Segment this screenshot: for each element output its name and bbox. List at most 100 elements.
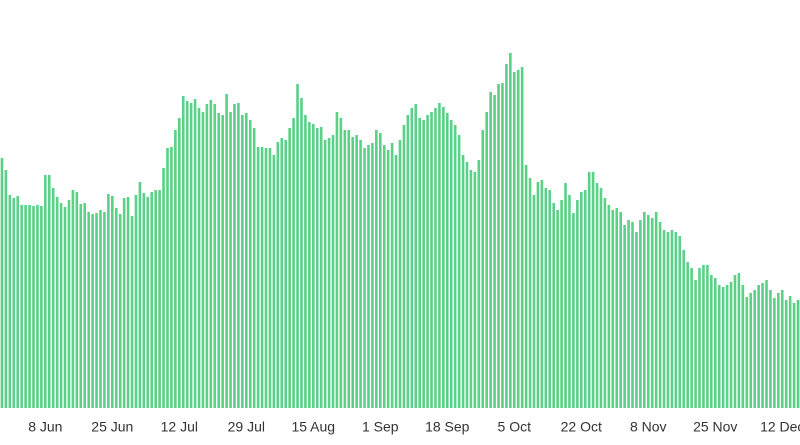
bar: [749, 293, 753, 408]
bar: [193, 99, 197, 408]
bar: [615, 208, 619, 408]
bar: [394, 155, 398, 408]
bar: [540, 180, 544, 408]
bar: [178, 118, 181, 408]
bar: [741, 285, 745, 408]
bar: [47, 175, 51, 408]
bar: [579, 192, 583, 408]
bar: [410, 108, 414, 408]
bar: [721, 287, 725, 408]
bar: [185, 101, 189, 408]
bar: [189, 103, 193, 408]
bar: [107, 194, 110, 408]
bar: [308, 122, 311, 408]
bar: [217, 113, 221, 408]
bar: [646, 215, 650, 408]
bar: [576, 200, 579, 408]
bar: [130, 216, 134, 408]
bar: [568, 195, 571, 408]
bar: [32, 206, 35, 408]
bar: [556, 210, 559, 408]
bar: [122, 198, 126, 408]
x-tick-label: 25 Nov: [693, 419, 737, 435]
bar: [516, 70, 520, 408]
bar: [0, 158, 4, 408]
bar: [79, 204, 83, 408]
bar: [477, 160, 481, 408]
bar: [118, 214, 122, 408]
bar: [418, 118, 422, 408]
bar: [134, 195, 138, 408]
bar: [111, 196, 114, 408]
bar: [552, 203, 555, 408]
bar: [83, 203, 87, 408]
bar: [729, 282, 733, 408]
bar: [44, 175, 47, 408]
bar: [315, 128, 319, 408]
bar: [272, 155, 276, 408]
x-tick-label: 18 Sep: [425, 419, 470, 435]
bar: [780, 290, 784, 408]
bar: [796, 300, 800, 408]
bar: [28, 205, 31, 408]
bar: [414, 104, 418, 408]
bar: [599, 188, 603, 408]
bar: [737, 273, 741, 408]
bar: [304, 115, 307, 408]
bar: [312, 124, 315, 408]
bar: [485, 112, 488, 408]
bar: [276, 142, 280, 408]
bar: [55, 197, 59, 408]
bar: [643, 212, 646, 408]
bar: [757, 285, 760, 408]
bar: [170, 147, 173, 408]
bar: [327, 138, 331, 408]
bar: [103, 212, 106, 408]
bar: [745, 297, 749, 408]
bar: [382, 145, 386, 408]
bar: [75, 192, 79, 408]
bar: [4, 170, 8, 408]
bar: [91, 214, 94, 408]
bar: [761, 283, 764, 408]
bar: [367, 145, 370, 408]
bar: [40, 206, 43, 408]
bar: [390, 143, 394, 408]
bar: [347, 130, 351, 408]
bar: [635, 232, 638, 408]
bar: [611, 210, 615, 408]
bar: [717, 285, 721, 408]
bar: [725, 285, 729, 408]
bar: [662, 230, 666, 408]
bar: [248, 120, 252, 408]
bar: [284, 140, 288, 408]
bar: [335, 112, 339, 408]
bar: [323, 140, 327, 408]
x-tick-label: 22 Oct: [561, 419, 602, 435]
bar: [505, 64, 508, 408]
x-tick-label: 8 Jun: [28, 419, 62, 435]
bar: [445, 113, 449, 408]
bar: [288, 128, 291, 408]
bar: [229, 112, 232, 408]
bar: [607, 205, 611, 408]
x-tick-label: 8 Nov: [630, 419, 667, 435]
bar: [666, 232, 670, 408]
bar: [355, 135, 358, 408]
bar: [524, 165, 528, 408]
bar: [351, 137, 355, 408]
bar: [765, 280, 768, 408]
bar: [114, 208, 118, 408]
bar: [146, 197, 150, 408]
bar: [138, 182, 142, 408]
bar: [501, 83, 504, 408]
x-tick-label: 25 Jun: [91, 419, 133, 435]
bar: [627, 220, 630, 408]
bar: [95, 213, 98, 408]
bar: [572, 213, 575, 408]
bar: [528, 178, 532, 408]
bar: [639, 220, 642, 408]
bar: [512, 72, 516, 408]
bar: [753, 290, 756, 408]
